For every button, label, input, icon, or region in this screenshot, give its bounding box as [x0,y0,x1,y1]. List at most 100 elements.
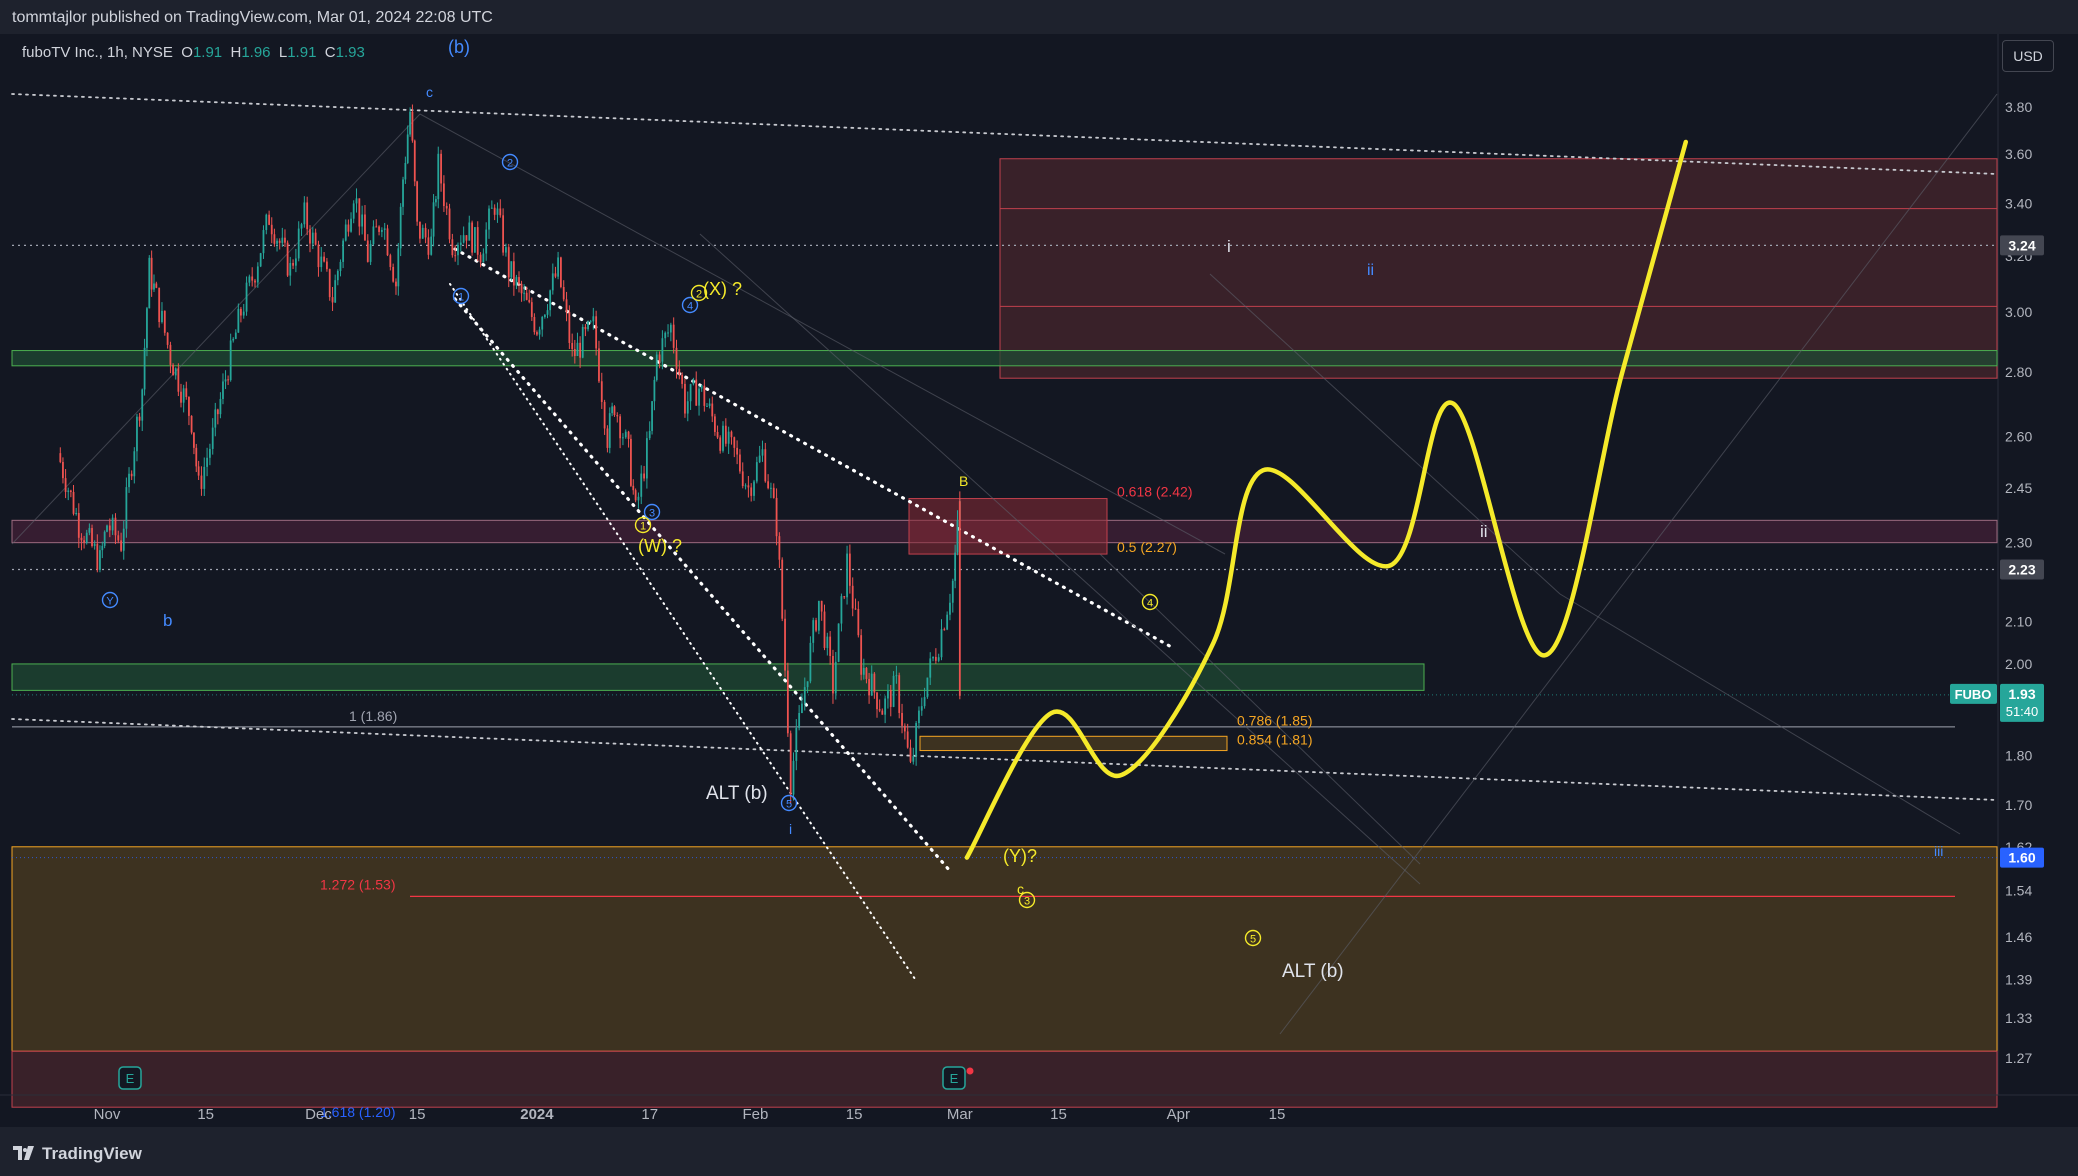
candle-body [259,253,262,267]
candle-body [895,675,898,677]
candle-body [634,490,637,501]
candle-body [630,438,632,486]
candle-body [851,585,854,609]
candle-body [770,487,772,489]
candle-body [273,234,276,244]
candle-body [227,379,230,381]
candle-body [240,308,242,316]
wave-label-9: i [789,821,792,837]
candle-body [326,261,328,270]
candle-body [565,299,568,313]
candle-body [806,681,809,688]
low-value: 1.91 [287,44,317,61]
candle-body [479,254,482,263]
candle-body [624,431,627,438]
candle-body [88,528,91,533]
candle-body [616,415,619,417]
candles-layer [59,104,961,804]
y-tick-11: 1.80 [2005,747,2032,763]
helper-line-2 [699,233,1421,885]
channel-line-0 [11,93,1998,175]
candle-body [361,214,364,227]
footer-bar [0,1127,2078,1176]
candle-body [133,451,136,477]
wave-label-2: b [163,611,172,630]
candle-body [237,308,240,333]
channel-line-2 [453,247,1177,651]
candle-body [284,237,286,243]
candle-body [678,368,681,375]
candle-body [584,326,587,330]
wave-label-6: 3 [649,508,655,520]
candle-body [512,261,515,286]
candle-body [114,517,117,536]
y-tick-9: 2.10 [2005,614,2032,630]
candle-body [493,207,496,215]
candle-body [658,354,661,362]
candle-body [870,673,873,696]
x-tick-1: 15 [197,1106,214,1123]
currency-button[interactable]: USD [2002,40,2054,72]
candle-body [862,667,865,675]
candle-body [465,235,468,241]
wave-label-21: ALT (b) [1282,961,1344,982]
chart-plot[interactable]: 0.618 (2.42) 0.5 (2.27) 0.786 (1.85) 0.854 … [0,34,2078,1127]
earnings-marker-1 [942,1066,966,1090]
candle-body [440,153,442,184]
candle-body [209,448,211,458]
candle-body [648,430,651,439]
candle-body [383,228,386,230]
candle-body [727,431,730,444]
candle-body [934,656,937,661]
candle-body [303,202,306,225]
candle-body [197,466,200,476]
symbol-tag [1950,683,1997,704]
x-tick-5: 17 [641,1106,658,1123]
candle-body [747,485,750,488]
candle-body [579,342,582,358]
candle-body [399,206,402,249]
candle-body [889,690,892,707]
candle-body [772,487,775,498]
candle-body [462,235,465,243]
candle-body [328,269,331,298]
wave-circle-3 [101,591,119,609]
candle-body [603,401,606,429]
candle-body [551,273,554,291]
y-tick-5: 2.80 [2005,364,2032,380]
candle-body [530,302,533,318]
fib-labels-layer: 0.618 (2.42) 0.5 (2.27) 0.786 (1.85) 0.854 … [320,484,1313,1121]
candle-body [336,270,339,281]
candle-body [265,214,268,231]
candle-body [571,342,574,350]
candle-body [445,205,448,209]
candle-body [876,692,878,710]
candle-body [451,239,454,256]
candle-body [380,229,383,232]
candle-body [832,655,834,694]
candle-body [248,276,251,283]
candle-body [206,457,208,467]
candle-body [528,299,531,303]
candle-body [645,438,648,479]
tradingview-logo-icon [13,1146,34,1160]
candle-body [949,602,951,615]
publisher-line: tommtajlor published on TradingView.com,… [12,9,493,26]
candle-body [224,379,227,382]
candle-body [507,247,510,278]
symbol-legend[interactable]: fuboTV Inc., 1h, NYSE O1.91 H1.96 L1.91 … [22,44,365,61]
close-value: 1.93 [335,44,365,61]
candle-body [169,344,172,365]
price-marker-2 [2000,847,2044,868]
candle-body [502,215,505,253]
last-price-tag [2000,683,2044,722]
candle-body [587,321,589,330]
candle-body [108,525,111,531]
candle-body [775,497,778,537]
wave-label-18: 3 [1024,896,1030,908]
candle-body [611,406,614,414]
candle-body [643,473,645,479]
candle-body [468,222,471,241]
candle-body [541,316,544,330]
wave-label-1: c [426,84,433,100]
